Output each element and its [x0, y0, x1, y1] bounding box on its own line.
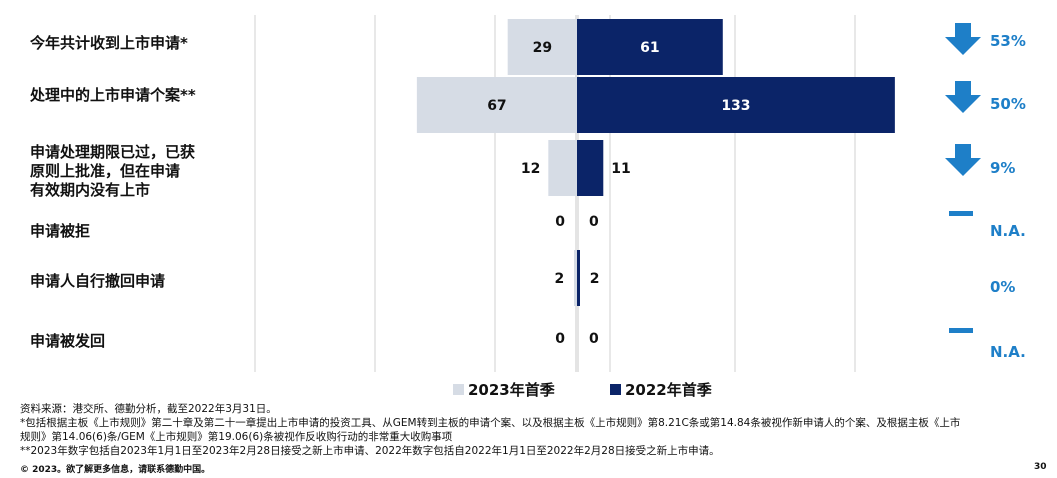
footnotes: 资料来源：港交所、德勤分析，截至2022年3月31日。 *包括根据主板《上市规则… [20, 402, 1050, 458]
data-label-2022-0: 61 [640, 40, 659, 56]
footnote-1: *包括根据主板《上市规则》第二十章及第二十一章提出上市申请的投资工具、从GEM转… [20, 417, 961, 429]
footnote-2: **2023年数字包括自2023年1月1日至2023年2月28日接受之新上市申请… [20, 445, 720, 457]
data-label-2023-5: 0 [555, 331, 565, 347]
bar-2023-1 [416, 77, 577, 133]
bar-2022-0 [577, 19, 723, 75]
category-label: 申请人自行撤回申请 [30, 272, 166, 290]
change-label: N.A. [990, 343, 1026, 361]
change-label: 9% [990, 159, 1016, 177]
data-label-2023-4: 2 [554, 271, 564, 287]
change-label: 50% [990, 95, 1026, 113]
data-label-2022-4: 2 [590, 271, 600, 287]
data-label-2022-1: 133 [721, 98, 750, 114]
arrow-down-icon [945, 23, 981, 55]
butterfly-chart: 29 61 67 133 12 11 0 0 2 2 0 0 [254, 15, 981, 372]
bar-2022-2 [577, 140, 604, 196]
data-label-2023-1: 67 [487, 98, 506, 114]
data-label-2023-3: 0 [555, 214, 565, 230]
category-label: 处理中的上市申请个案** [30, 86, 196, 104]
bar-2022-4 [577, 250, 580, 306]
category-label: 今年共计收到上市申请* [30, 34, 188, 52]
category-label: 申请处理期限已过，已获 原则上批准，但在申请 有效期内没有上市 [30, 143, 196, 199]
change-label: 0% [990, 278, 1016, 296]
change-label: 53% [990, 32, 1026, 50]
category-label: 申请被拒 [30, 222, 91, 240]
data-label-2023-2: 12 [521, 161, 540, 177]
category-label: 申请被发回 [30, 332, 106, 350]
legend-label-2022: 2022年首季 [625, 381, 712, 399]
dash-icon [949, 211, 973, 216]
bar-2023-2 [548, 140, 577, 196]
dash-icon [949, 328, 973, 333]
data-label-2022-3: 0 [589, 214, 599, 230]
source-note: 资料来源：港交所、德勤分析，截至2022年3月31日。 [20, 403, 277, 415]
footnote-1-cont: 规则》第14.06(6)条/GEM《上市规则》第19.06(6)条被视作反收购行… [20, 431, 453, 443]
change-label: N.A. [990, 222, 1026, 240]
legend-item-2022: 2022年首季 [610, 379, 712, 400]
arrow-down-icon [945, 81, 981, 113]
legend-label-2023: 2023年首季 [468, 381, 555, 399]
bar-2023-4 [574, 250, 577, 306]
legend-swatch-2022 [610, 384, 621, 395]
arrow-down-icon [945, 144, 981, 176]
bar-2023-0 [507, 19, 577, 75]
copyright-footer: © 2023。欲了解更多信息，请联系德勤中国。 [20, 465, 211, 475]
data-label-2022-2: 11 [611, 161, 630, 177]
data-label-2023-0: 29 [533, 40, 552, 56]
page-number: 30 [1034, 462, 1047, 472]
legend-swatch-2023 [453, 384, 464, 395]
data-label-2022-5: 0 [589, 331, 599, 347]
legend-item-2023: 2023年首季 [453, 379, 555, 400]
bar-2022-1 [577, 77, 895, 133]
